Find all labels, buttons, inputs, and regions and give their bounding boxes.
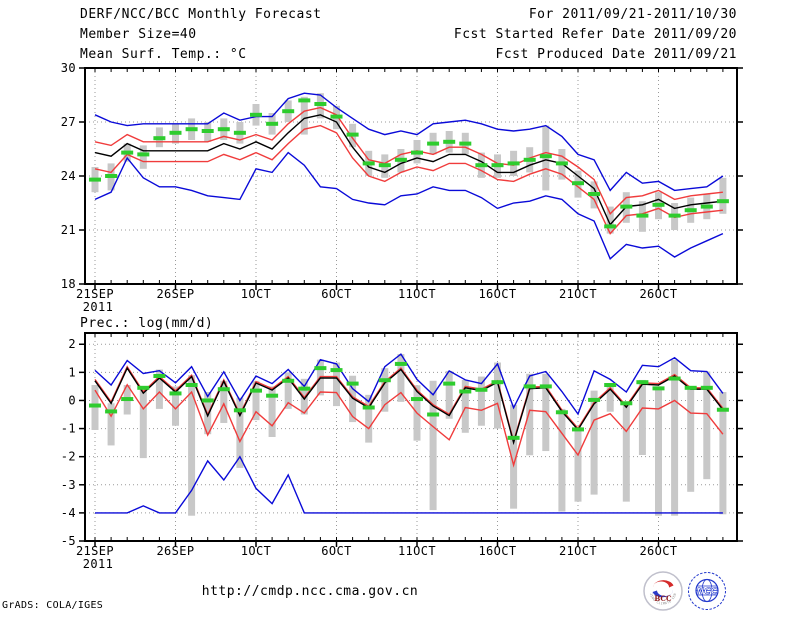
x-tick-label: 6OCT [321,287,352,301]
x-tick-label: 26OCT [639,287,677,301]
spread-bar [236,397,244,468]
spread-bar [172,386,179,426]
spread-bar [445,370,453,419]
spread-bar [606,206,614,234]
ncc-logo-text: NCC [697,587,718,597]
source-url: http://cmdp.ncc.cma.gov.cn [201,584,419,599]
y-tick-label: 2 [68,337,76,351]
x-tick-label: 21SEP [76,544,114,558]
ensemble-max-line [94,353,724,416]
precipitation-forecast-chart: 21SEP 26SEP 1OCT 6OCT 11OCT 16OCT 21OCT 26OCT20… [61,332,743,571]
spread-bar [381,368,389,412]
spread-bar [139,386,147,459]
x-tick-label: 21OCT [559,287,597,301]
spread-bar [365,394,373,443]
ncc-logo: NCC [688,572,726,610]
y-tick-label: 30 [61,61,76,75]
plot-frame [84,67,738,285]
x-tick-label: 6OCT [321,544,352,558]
x-tick-label: 21SEP [76,287,114,301]
x-tick-label: 11OCT [398,544,436,558]
spread-bar [703,371,711,480]
x-tick-label: 11OCT [398,287,436,301]
spread-bar [638,379,646,455]
y-tick-label: 24 [61,169,76,183]
ensemble-mean-line [94,114,723,226]
grads-credit: GrADS: COLA/IGES [2,600,104,611]
page-title: DERF/NCC/BCC Monthly Forecast [80,7,322,22]
x-tick-label: 26OCT [639,544,677,558]
spread-bar [719,392,727,515]
forecast-range-label: For 2011/09/21-2011/10/30 [528,7,737,22]
spread-bar [252,380,260,421]
plot-frame [84,332,738,542]
spread-bar [397,354,405,402]
spread-bar [107,403,115,446]
spread-bar [155,369,163,409]
precip-panel-title: Prec.: log(mm/d) [80,316,214,331]
y-tick-label: 0 [68,393,76,407]
y-tick-label: -4 [61,506,76,520]
ensemble-min-line [95,455,723,514]
x-tick-label: 16OCT [478,287,516,301]
ensemble-min-line [94,151,724,260]
x-year-label: 2011 [83,300,114,314]
x-tick-label: 16OCT [478,544,516,558]
y-tick-label: 1 [68,365,76,379]
x-tick-label: 1OCT [241,544,272,558]
spread-bar [188,375,196,516]
spread-bar [477,376,485,426]
bcc-logo-ring [643,571,683,611]
y-tick-label: -3 [61,478,76,492]
lower-spread-line [94,124,723,235]
spread-bar [622,404,630,502]
y-tick-label: -1 [61,422,76,436]
spread-bar [284,372,292,409]
ensemble-max-line [94,92,724,192]
temperature-forecast-chart: 21SEP 26SEP 1OCT 6OCT 11OCT 16OCT 21OCT 26OCT 20… [61,61,743,314]
temp-panel-title: Mean Surf. Temp.: °C [80,47,247,62]
spread-bar [429,380,437,511]
bcc-logo-text: BCC [654,594,672,603]
spread-bar [606,385,614,412]
spread-bar [268,386,276,437]
y-tick-label: -5 [61,534,76,548]
spread-bar [220,380,228,423]
y-tick-label: 18 [61,277,76,291]
lower-spread-line [94,383,724,468]
ensemble-mean-line [94,366,724,446]
spread-bar [655,386,662,516]
upper-spread-line [94,106,723,216]
spread-bar [687,386,695,492]
spread-bar [671,359,679,516]
spread-bar [719,177,727,214]
bcc-swirl-blue [652,590,674,598]
spread-bar [590,390,598,495]
y-tick-label: 21 [61,223,76,237]
spread-bar [526,373,534,456]
member-size-label: Member Size=40 [80,27,197,42]
spread-bar [558,408,566,512]
bcc-logo: BEIJING CLIMATE CENTER BCC [643,571,683,611]
spread-bar [333,362,340,407]
y-tick-label: 27 [61,115,76,129]
spread-bar [510,404,518,509]
produced-date-label: Fcst Produced Date 2011/09/21 [495,47,737,62]
spread-bar [300,96,308,135]
x-tick-label: 26SEP [156,544,194,558]
y-tick-label: -2 [61,450,76,464]
spread-bar [574,427,582,502]
x-year-label: 2011 [83,557,114,571]
x-tick-label: 21OCT [559,544,597,558]
spread-bar [139,145,147,169]
spread-bar [494,362,501,429]
bcc-swirl-red [653,580,674,588]
x-tick-label: 1OCT [241,287,272,301]
x-tick-label: 26SEP [156,287,194,301]
spread-bar [461,379,469,433]
refer-date-label: Fcst Started Refer Date 2011/09/20 [453,27,737,42]
